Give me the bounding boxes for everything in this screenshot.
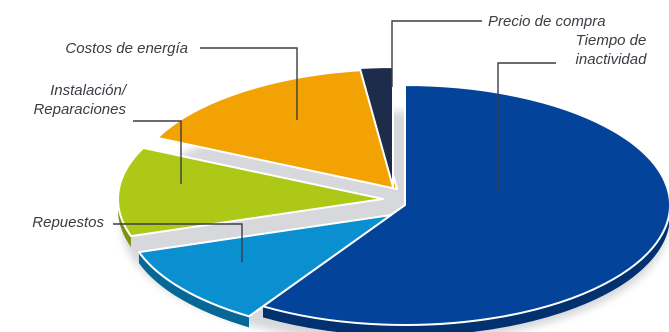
pie-labels: Tiempo de inactividad Repuestos Instalación… xyxy=(32,13,647,262)
slice-label-0: Tiempo de inactividad xyxy=(576,32,648,68)
slice-side-0 xyxy=(263,214,669,332)
slice-side-2 xyxy=(118,199,131,248)
pie-slice-repuestos xyxy=(137,214,392,318)
pie-slice-costos-de-energ-a xyxy=(156,68,398,190)
slice-label-line: Tiempo de xyxy=(576,32,647,49)
pie-slice-precio-de-compra xyxy=(358,66,394,188)
pie-slices xyxy=(117,66,669,326)
slice-label-line: Instalación/ xyxy=(50,82,128,99)
slice-label-line: Costos de energía xyxy=(65,40,188,57)
leader-line-2 xyxy=(133,120,182,184)
slice-label-line: Precio de compra xyxy=(488,13,606,30)
leader-line-1 xyxy=(113,223,243,262)
slice-label-3: Costos de energía xyxy=(65,40,188,57)
leader-line-0 xyxy=(497,62,556,193)
slice-side-1 xyxy=(138,252,250,328)
slice-label-1: Repuestos xyxy=(32,214,104,231)
pie-depth xyxy=(118,199,669,332)
pie-slice-instalaci-n-reparaciones xyxy=(117,146,384,238)
pie-slice-tiempo-de-inactividad xyxy=(262,84,669,326)
slice-label-line: Reparaciones xyxy=(33,101,126,118)
slice-label-line: inactividad xyxy=(576,51,648,68)
slice-label-4: Precio de compra xyxy=(488,13,606,30)
leader-line-3 xyxy=(200,47,298,120)
slice-label-2: Instalación/Reparaciones xyxy=(33,82,127,118)
leader-line-4 xyxy=(391,20,482,87)
slice-label-line: Repuestos xyxy=(32,214,104,231)
